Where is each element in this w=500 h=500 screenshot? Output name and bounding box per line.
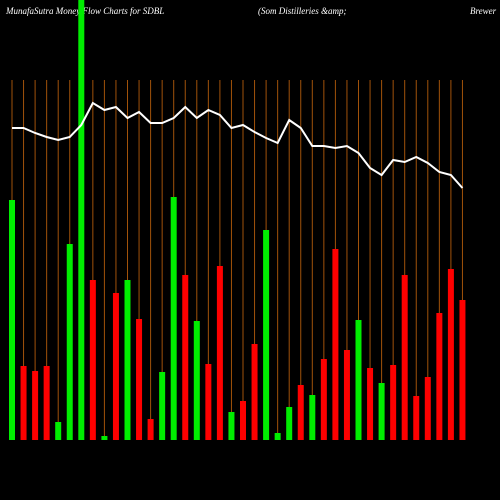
- bar: [101, 436, 108, 440]
- bar: [159, 372, 166, 440]
- bar: [401, 275, 408, 440]
- bar: [251, 344, 258, 440]
- bar: [343, 350, 350, 440]
- bar: [55, 422, 62, 440]
- bar: [9, 200, 15, 440]
- bar: [124, 280, 131, 440]
- bar: [32, 371, 39, 440]
- bar: [147, 419, 154, 440]
- bar: [43, 366, 50, 440]
- chart-subtitle-right: Brewer: [470, 6, 497, 16]
- bar: [274, 433, 281, 440]
- bar: [447, 269, 454, 440]
- bar: [367, 368, 374, 440]
- bar: [436, 313, 443, 440]
- bar: [112, 293, 119, 440]
- bar: [182, 275, 189, 440]
- money-flow-line: [12, 101, 464, 189]
- bar: [193, 321, 200, 440]
- bar: [459, 300, 466, 440]
- bar: [390, 365, 397, 440]
- bar: [228, 412, 235, 440]
- bar: [320, 359, 327, 440]
- bar: [170, 197, 177, 440]
- bar: [205, 364, 212, 440]
- bar: [286, 407, 293, 440]
- bar: [332, 249, 339, 440]
- bar: [355, 320, 362, 440]
- chart-title: MunafaSutra Money Flow Charts for SDBL: [5, 6, 164, 16]
- bar: [78, 0, 85, 440]
- bar: [66, 244, 73, 440]
- bar: [378, 383, 385, 440]
- bar: [240, 401, 246, 440]
- bar: [297, 385, 304, 440]
- bar: [263, 230, 270, 440]
- bar: [136, 319, 143, 440]
- bar: [216, 266, 223, 440]
- bar: [424, 377, 431, 440]
- chart-subtitle: (Som Distilleries &amp;: [258, 6, 347, 16]
- bar: [413, 396, 420, 440]
- bar: [20, 366, 27, 440]
- bar: [89, 280, 96, 440]
- bar: [309, 395, 316, 440]
